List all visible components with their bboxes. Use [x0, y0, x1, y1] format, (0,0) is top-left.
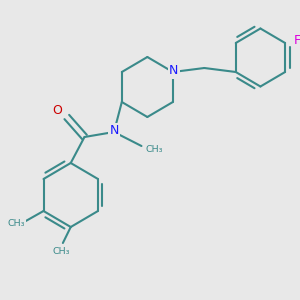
- Text: CH₃: CH₃: [52, 248, 70, 256]
- Text: O: O: [52, 104, 62, 118]
- Text: CH₃: CH₃: [7, 220, 25, 229]
- Text: CH₃: CH₃: [146, 145, 163, 154]
- Text: N: N: [169, 64, 178, 77]
- Text: F: F: [293, 34, 300, 47]
- Text: N: N: [109, 124, 119, 137]
